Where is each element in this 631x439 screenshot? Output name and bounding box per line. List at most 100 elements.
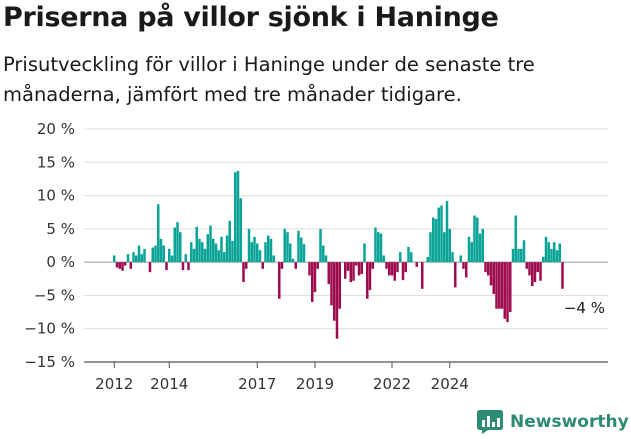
bar bbox=[324, 255, 328, 263]
bar bbox=[168, 248, 171, 263]
bar bbox=[481, 228, 484, 263]
bar bbox=[322, 245, 325, 263]
y-tick-label: −10 % bbox=[24, 320, 75, 338]
bar bbox=[421, 262, 424, 289]
bar bbox=[454, 262, 457, 288]
bar bbox=[165, 262, 168, 271]
bar bbox=[407, 246, 410, 263]
bar bbox=[484, 262, 487, 273]
bar bbox=[536, 262, 539, 273]
bar bbox=[280, 262, 284, 269]
bar bbox=[319, 228, 322, 263]
bar bbox=[553, 242, 556, 263]
bar bbox=[159, 238, 163, 263]
bar bbox=[126, 254, 130, 263]
bar bbox=[338, 262, 341, 309]
bar bbox=[448, 228, 451, 263]
bar bbox=[236, 170, 240, 263]
bar bbox=[357, 262, 361, 276]
bar bbox=[399, 252, 402, 263]
bar bbox=[366, 262, 369, 299]
bar bbox=[154, 245, 157, 263]
bar bbox=[382, 255, 385, 263]
bar bbox=[443, 232, 446, 263]
bar bbox=[352, 262, 355, 281]
bar bbox=[209, 225, 212, 263]
bar bbox=[459, 255, 462, 263]
bar bbox=[291, 258, 295, 263]
bar bbox=[360, 262, 363, 275]
bar bbox=[143, 248, 146, 263]
bar bbox=[170, 255, 174, 263]
bar bbox=[220, 236, 223, 263]
bar bbox=[278, 262, 281, 299]
bar bbox=[245, 262, 248, 269]
bar bbox=[525, 262, 528, 269]
bar-series bbox=[113, 170, 564, 339]
bar bbox=[467, 236, 471, 263]
chart-title: Priserna på villor sjönk i Haninge bbox=[3, 2, 499, 33]
bar bbox=[225, 235, 229, 263]
x-tick-label: 2017 bbox=[238, 375, 276, 393]
bar bbox=[214, 243, 218, 263]
x-tick-label: 2019 bbox=[296, 375, 334, 393]
bar bbox=[330, 262, 333, 306]
bar bbox=[242, 262, 245, 283]
bar bbox=[250, 242, 253, 263]
bar bbox=[308, 262, 311, 276]
bar bbox=[283, 228, 286, 263]
bar bbox=[368, 262, 372, 291]
bar bbox=[234, 172, 237, 263]
bar bbox=[261, 262, 264, 269]
bar bbox=[173, 227, 176, 263]
bar bbox=[487, 262, 490, 276]
bar bbox=[349, 262, 352, 283]
bar bbox=[140, 254, 143, 263]
bar bbox=[162, 245, 165, 263]
x-tick-label: 2014 bbox=[150, 375, 188, 393]
bar bbox=[124, 262, 127, 266]
bar bbox=[294, 262, 297, 269]
bar bbox=[495, 262, 498, 309]
bar bbox=[113, 255, 116, 263]
bar bbox=[190, 242, 193, 263]
bar bbox=[520, 248, 523, 263]
bar bbox=[396, 262, 399, 273]
bar bbox=[192, 248, 196, 263]
y-axis-tick-labels: 20 % 15 % 10 % 5 % 0 % −5 % −10 % −15 % bbox=[24, 120, 75, 371]
chart-subtitle: Prisutveckling för villor i Haninge unde… bbox=[3, 53, 535, 106]
bar bbox=[390, 262, 394, 276]
x-tick-label: 2012 bbox=[95, 375, 133, 393]
bar bbox=[410, 252, 413, 263]
bar bbox=[539, 262, 542, 281]
y-tick-label: 10 % bbox=[37, 187, 75, 205]
bar bbox=[500, 262, 504, 309]
bar bbox=[269, 238, 273, 263]
bar bbox=[256, 243, 259, 263]
bar bbox=[212, 238, 215, 263]
bar bbox=[228, 220, 231, 263]
bar bbox=[533, 262, 537, 283]
bar bbox=[445, 200, 449, 263]
bar bbox=[137, 245, 141, 263]
bar bbox=[385, 262, 388, 269]
bar bbox=[544, 236, 548, 263]
bar bbox=[503, 262, 506, 319]
bar bbox=[547, 242, 550, 263]
bar bbox=[404, 262, 407, 273]
bar bbox=[462, 262, 465, 269]
bar bbox=[335, 262, 339, 339]
bar bbox=[223, 252, 226, 263]
bar bbox=[558, 243, 561, 263]
bar bbox=[388, 262, 391, 276]
bar bbox=[297, 230, 300, 263]
y-tick-label: 15 % bbox=[37, 153, 75, 171]
bar bbox=[478, 233, 482, 263]
bar bbox=[492, 262, 495, 295]
bar bbox=[118, 262, 121, 269]
last-value-annotation: −4 % bbox=[564, 299, 605, 317]
bar bbox=[346, 262, 350, 271]
bar bbox=[506, 262, 509, 323]
bar bbox=[429, 232, 432, 263]
